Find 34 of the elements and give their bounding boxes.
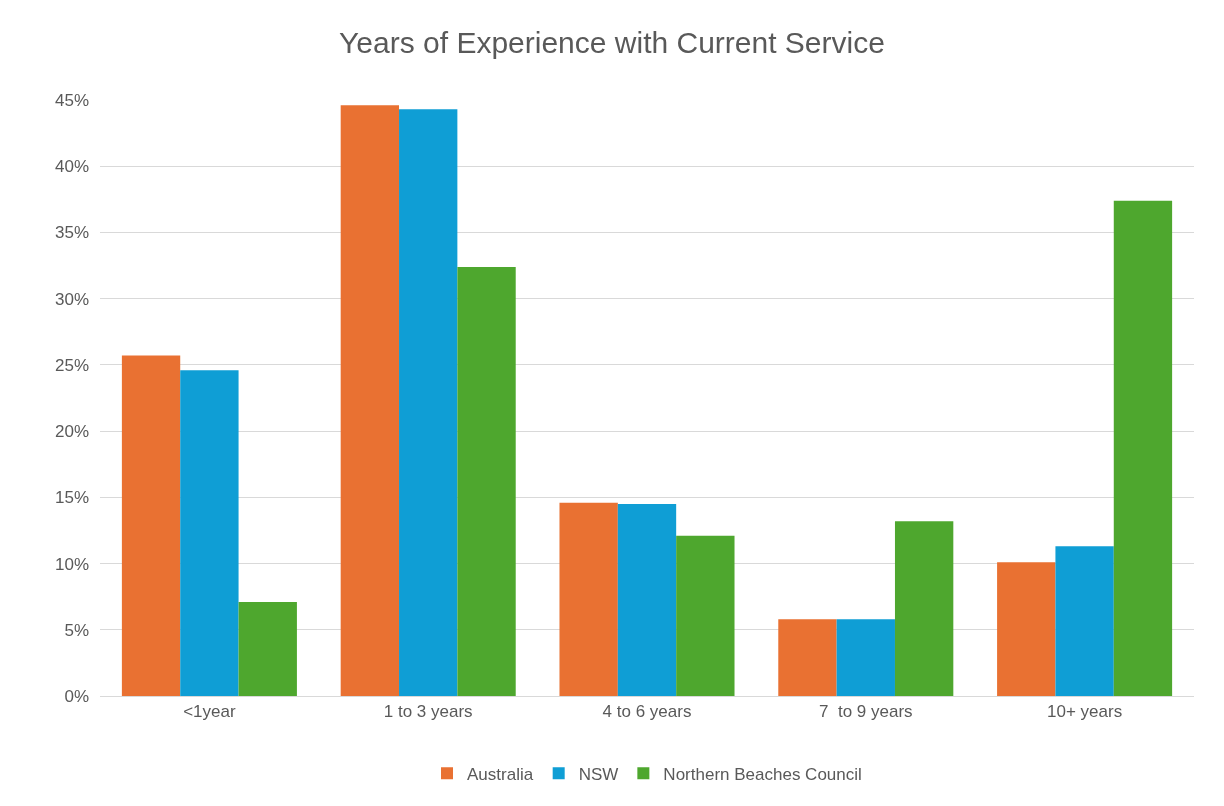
bar: [778, 619, 837, 696]
bar: [617, 503, 677, 696]
y-tick-label: 0%: [64, 686, 89, 706]
legend-label: Australia: [467, 764, 534, 784]
bar: [836, 619, 895, 696]
y-tick-label: 5%: [64, 620, 89, 640]
bar: [894, 521, 954, 696]
y-tick-label: 10%: [54, 554, 89, 574]
bar: [1055, 546, 1114, 696]
x-tick-label: 4 to 6 years: [602, 702, 692, 722]
y-tick-label: 45%: [54, 90, 89, 110]
chart-title: Years of Experience with Current Service: [339, 26, 885, 60]
legend-label: Northern Beaches Council: [663, 764, 862, 784]
bar: [676, 535, 735, 696]
bar: [238, 601, 297, 696]
bar: [1113, 200, 1173, 696]
bar: [997, 562, 1056, 696]
bar: [457, 266, 516, 696]
y-tick-label: 15%: [54, 488, 89, 508]
x-tick-label: 1 to 3 years: [383, 702, 473, 722]
bar: [399, 109, 458, 696]
bar: [340, 105, 400, 696]
x-tick-label: <1year: [183, 702, 236, 722]
bar: [121, 355, 181, 696]
x-tick-label: 10+ years: [1047, 702, 1123, 722]
x-tick-label: 7 to 9 years: [819, 702, 913, 722]
y-tick-label: 35%: [54, 223, 89, 243]
y-tick-label: 40%: [54, 157, 89, 177]
y-tick-label: 30%: [54, 289, 89, 309]
legend-label: NSW: [578, 764, 619, 784]
bar: [180, 370, 239, 696]
y-tick-label: 20%: [54, 422, 89, 442]
y-tick-label: 25%: [54, 355, 89, 375]
bar: [559, 502, 618, 696]
